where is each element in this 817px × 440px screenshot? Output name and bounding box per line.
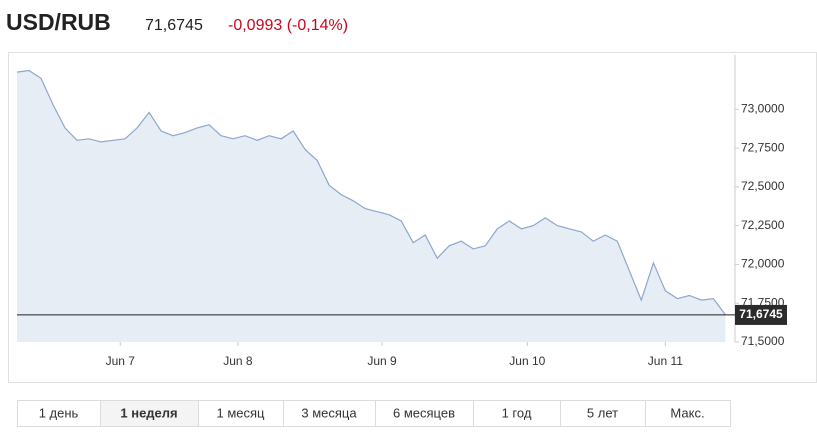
range-label[interactable]: 1 месяц xyxy=(217,405,266,420)
range-label[interactable]: Макс. xyxy=(670,405,704,420)
range-button[interactable] xyxy=(198,400,284,427)
x-tick-label: Jun 11 xyxy=(648,354,683,368)
y-tick-label: 72,5000 xyxy=(741,179,785,193)
current-box xyxy=(735,304,787,325)
range-button[interactable] xyxy=(560,400,646,427)
area xyxy=(17,70,726,342)
symbol: USD/RUB xyxy=(6,9,111,35)
range-label[interactable]: 3 месяца xyxy=(301,405,357,420)
x-tick-label: Jun 8 xyxy=(223,354,253,368)
range-label[interactable]: 1 день xyxy=(39,405,79,420)
range-label[interactable]: 5 лет xyxy=(587,405,618,420)
range-label[interactable]: 1 неделя xyxy=(120,405,177,420)
x-tick-label: Jun 7 xyxy=(106,354,136,368)
range-button[interactable] xyxy=(473,400,561,427)
line xyxy=(16,69,726,316)
y-tick-label: 71,5000 xyxy=(741,334,785,348)
range-label[interactable]: 6 месяцев xyxy=(393,405,455,420)
x-tick-label: Jun 9 xyxy=(367,354,397,368)
y-tick-label: 73,0000 xyxy=(741,101,785,115)
range-button[interactable] xyxy=(100,400,199,427)
x-tick-label: Jun 10 xyxy=(509,354,545,368)
range-button[interactable] xyxy=(645,400,731,427)
current-label: 71,6745 xyxy=(739,307,783,321)
range-button[interactable] xyxy=(283,400,376,427)
range-label[interactable]: 1 год xyxy=(502,405,532,420)
change: -0,0993 (-0,14%) xyxy=(228,17,348,34)
price: 71,6745 xyxy=(145,17,203,34)
y-tick-label: 72,2500 xyxy=(741,218,785,232)
y-tick-label: 72,0000 xyxy=(741,257,785,271)
y-tick-label: 72,7500 xyxy=(741,140,785,154)
range-button[interactable] xyxy=(17,400,101,427)
